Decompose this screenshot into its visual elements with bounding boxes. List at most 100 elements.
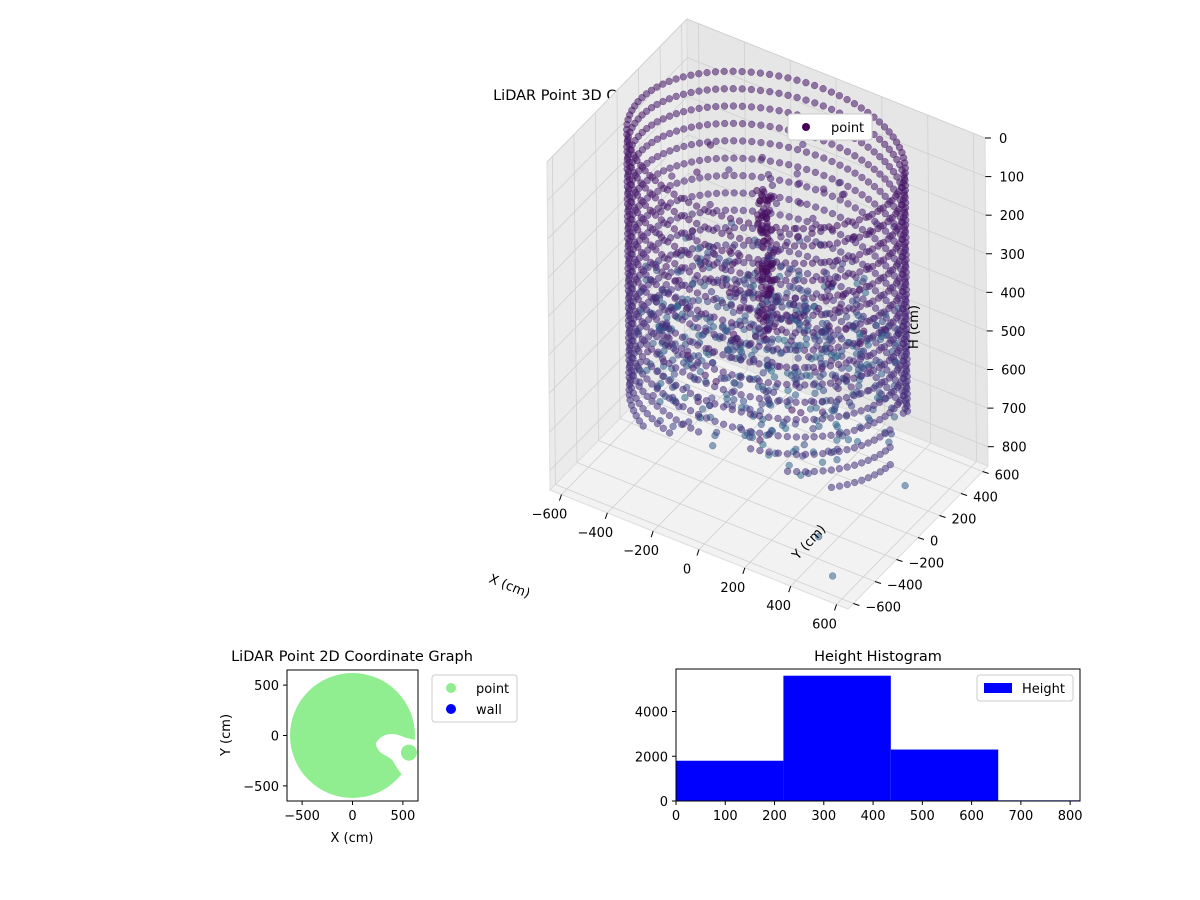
point-marker: [774, 432, 782, 440]
point-marker: [811, 151, 819, 159]
point-marker: [670, 242, 679, 250]
point-marker: [754, 255, 762, 264]
point-marker: [856, 302, 864, 311]
point-marker: [685, 285, 694, 293]
point-marker: [647, 310, 655, 319]
point-marker: [642, 305, 651, 314]
point-marker: [792, 415, 800, 424]
point-marker: [875, 329, 883, 337]
point-marker: [776, 176, 784, 184]
x-tick: [604, 512, 608, 520]
point-marker: [869, 280, 877, 288]
point-marker: [880, 360, 889, 368]
point-marker: [688, 262, 697, 270]
point-marker: [755, 360, 763, 368]
point-marker: [771, 320, 779, 328]
point-marker: [818, 458, 827, 466]
point-marker: [745, 323, 754, 331]
point-marker: [702, 397, 711, 405]
point-marker: [773, 345, 781, 353]
point-marker: [706, 200, 714, 209]
point-marker: [730, 171, 738, 180]
point-marker: [662, 281, 670, 289]
point-marker: [709, 209, 717, 217]
point-marker: [814, 304, 823, 313]
point-marker: [817, 258, 825, 267]
point-marker: [747, 103, 756, 111]
chart-3d-legend-marker: [802, 123, 810, 131]
point-marker: [665, 325, 673, 333]
point-marker: [746, 358, 754, 366]
point-marker: [797, 286, 805, 294]
point-marker: [642, 323, 651, 331]
point-marker: [686, 372, 694, 380]
point-marker: [680, 160, 688, 168]
point-marker: [842, 376, 851, 384]
point-marker: [803, 252, 812, 261]
point-marker: [694, 296, 703, 305]
point-marker: [699, 405, 707, 413]
point-marker: [770, 373, 779, 381]
point-marker: [843, 411, 851, 419]
point-marker: [701, 292, 710, 301]
point-marker: [871, 269, 879, 278]
point-marker: [695, 139, 704, 147]
point-marker: [718, 299, 727, 307]
point-marker: [643, 392, 651, 401]
point-marker: [664, 307, 673, 315]
point-marker: [827, 466, 835, 474]
point-marker: [849, 305, 857, 313]
point-marker: [653, 333, 661, 341]
point-marker: [808, 242, 816, 250]
point-marker: [719, 385, 727, 394]
point-marker: [694, 410, 703, 419]
point-marker: [819, 370, 827, 378]
point-marker: [673, 162, 681, 170]
point-marker: [647, 104, 656, 112]
y-tick: [939, 515, 946, 518]
point-marker: [801, 433, 809, 441]
point-marker: [718, 246, 726, 255]
point-marker: [803, 217, 811, 226]
point-marker: [862, 283, 871, 291]
point-marker: [835, 465, 844, 473]
point-marker: [809, 346, 817, 354]
point-marker: [886, 461, 894, 469]
point-marker: [863, 369, 872, 378]
point-marker: [646, 189, 654, 197]
point-marker: [810, 450, 818, 458]
point-marker: [820, 154, 828, 162]
point-marker: [736, 234, 744, 243]
point-marker: [722, 326, 731, 334]
point-marker: [864, 160, 872, 169]
chart-3d-xlabel: X (cm): [487, 572, 532, 602]
y-tick: [960, 493, 968, 496]
point-marker: [701, 275, 709, 283]
point-marker: [869, 314, 877, 323]
point-marker: [858, 156, 866, 164]
point-marker: [794, 215, 802, 223]
point-marker: [745, 236, 753, 245]
point-marker: [871, 200, 879, 208]
point-marker: [657, 208, 665, 216]
point-marker: [754, 290, 763, 298]
y-tick-label: −200: [908, 557, 944, 572]
point-marker: [641, 201, 650, 209]
point-marker: [745, 271, 753, 279]
point-marker: [833, 456, 841, 464]
point-marker: [637, 179, 645, 187]
point-marker: [863, 360, 871, 369]
point-marker: [869, 262, 877, 271]
point-marker: [815, 533, 823, 541]
point-marker: [850, 392, 858, 400]
point-marker: [844, 165, 852, 173]
point-marker: [653, 385, 661, 393]
point-marker: [764, 309, 772, 317]
point-marker: [679, 73, 687, 81]
point-marker: [669, 422, 677, 431]
histogram-x-tick-label: 600: [959, 809, 984, 824]
point-marker: [672, 250, 680, 258]
point-marker: [870, 453, 879, 462]
point-marker: [765, 196, 773, 204]
